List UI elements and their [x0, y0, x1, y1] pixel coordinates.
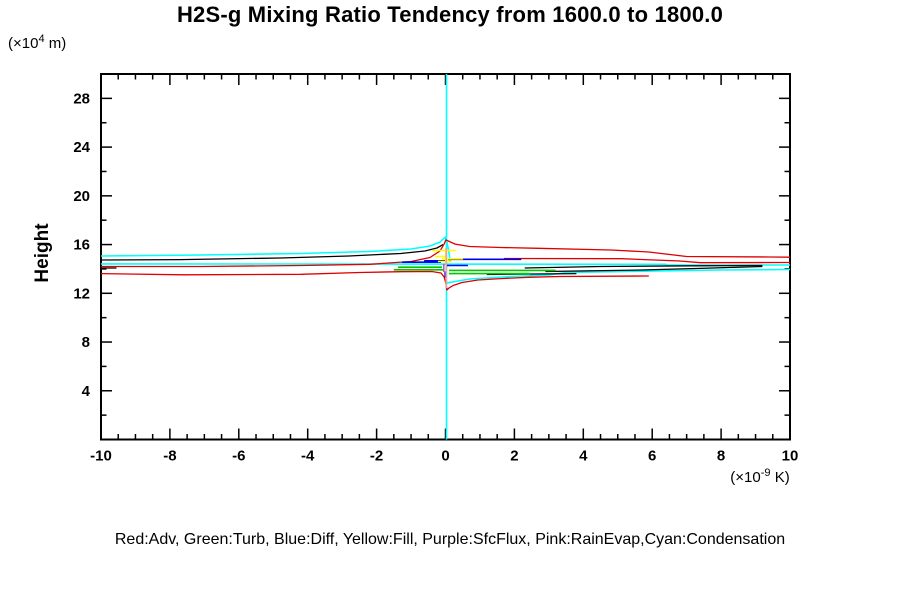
y-axis-unit-exponent: 4 — [38, 33, 45, 45]
y-axis-unit-label: (×104 m) — [8, 33, 67, 52]
contour-condensation — [100, 236, 451, 262]
contour-adv — [504, 257, 791, 264]
y-tick-label: 4 — [82, 383, 91, 400]
x-tick-label: -8 — [163, 448, 176, 465]
x-tick-label: 6 — [648, 448, 656, 465]
y-tick-label: 24 — [73, 139, 90, 156]
y-tick-label: 8 — [82, 334, 90, 351]
y-tick-label: 28 — [73, 90, 90, 107]
x-axis-unit-exponent: -9 — [760, 467, 771, 479]
x-tick-label: -4 — [301, 448, 315, 465]
contour-black — [524, 264, 763, 269]
legend-caption: Red:Adv, Green:Turb, Blue:Diff, Yellow:F… — [114, 531, 786, 548]
contour-black — [100, 244, 444, 261]
chart-title: H2S-g Mixing Ratio Tendency from 1600.0 … — [176, 2, 724, 27]
x-tick-label: -6 — [232, 448, 245, 465]
y-tick-label: 20 — [73, 188, 90, 205]
y-tick-label: 12 — [73, 285, 90, 302]
contour-adv — [101, 239, 791, 268]
x-tick-label: 2 — [510, 448, 518, 465]
x-tick-label: 0 — [441, 448, 449, 465]
y-tick-label: 16 — [73, 237, 90, 254]
x-axis-unit-label: (×10-9 K) — [730, 467, 790, 486]
x-tick-label: -2 — [370, 448, 383, 465]
x-tick-label: -10 — [90, 448, 112, 465]
x-tick-label: 8 — [717, 448, 725, 465]
contour-black — [545, 265, 763, 273]
x-tick-label: 10 — [782, 448, 799, 465]
x-tick-label: 4 — [579, 448, 588, 465]
